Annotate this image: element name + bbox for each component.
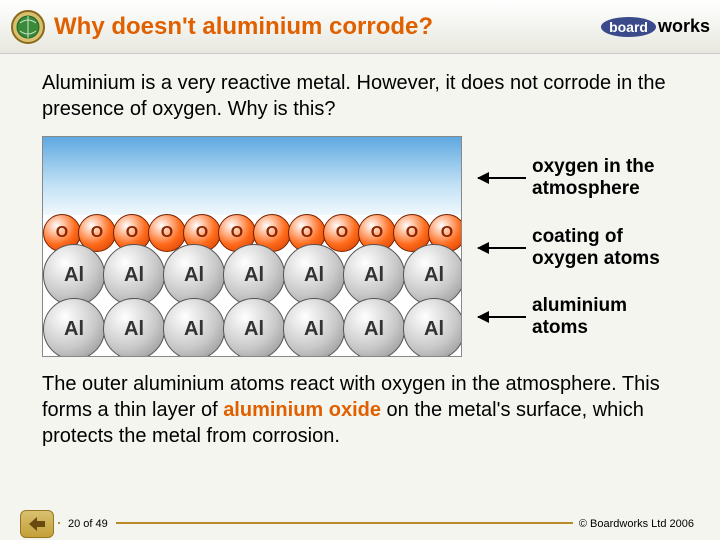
header-bar: Why doesn't aluminium corrode? boardwork… [0, 0, 720, 54]
diagram-row: OOOOOOOOOOOO AlAlAlAlAlAlAl AlAlAlAlAlAl… [42, 136, 678, 357]
aluminium-atom: Al [223, 298, 285, 356]
page-title: Why doesn't aluminium corrode? [54, 13, 601, 41]
aluminium-atom: Al [283, 298, 345, 356]
aluminium-atom: Al [403, 298, 461, 356]
aluminium-row-2: AlAlAlAlAlAlAl [43, 298, 461, 356]
sky-region [43, 137, 461, 215]
brand-logo: boardworks [601, 16, 710, 37]
diagram-labels: oxygen in the atmosphere coating of oxyg… [478, 136, 678, 339]
label-aluminium-atoms: aluminium atoms [478, 295, 678, 339]
intro-text: Aluminium is a very reactive metal. Howe… [42, 70, 678, 122]
arrow-icon [478, 316, 526, 318]
aluminium-atom: Al [343, 298, 405, 356]
globe-icon [10, 9, 46, 45]
aluminium-atom: Al [283, 244, 345, 306]
arrow-icon [478, 247, 526, 249]
aluminium-atom: Al [43, 244, 105, 306]
aluminium-atom: Al [163, 298, 225, 356]
label-text: aluminium atoms [532, 295, 678, 339]
aluminium-atom: Al [43, 298, 105, 356]
aluminium-atom: Al [343, 244, 405, 306]
aluminium-atom: Al [103, 244, 165, 306]
label-text: coating of oxygen atoms [532, 226, 678, 270]
aluminium-atom: Al [223, 244, 285, 306]
outro-highlight: aluminium oxide [223, 399, 381, 421]
label-text: oxygen in the atmosphere [532, 156, 678, 200]
content-area: Aluminium is a very reactive metal. Howe… [0, 54, 720, 459]
atom-diagram: OOOOOOOOOOOO AlAlAlAlAlAlAl AlAlAlAlAlAl… [42, 136, 462, 357]
logo-suffix: works [658, 16, 710, 37]
aluminium-atom: Al [103, 298, 165, 356]
aluminium-row-1: AlAlAlAlAlAlAl [43, 244, 461, 306]
label-oxygen-atmosphere: oxygen in the atmosphere [478, 156, 678, 200]
aluminium-atom: Al [163, 244, 225, 306]
arrow-icon [478, 177, 526, 179]
label-oxygen-coating: coating of oxygen atoms [478, 226, 678, 270]
logo-prefix: board [601, 17, 656, 37]
footer-bar: 20 of 49 © Boardworks Ltd 2006 [0, 508, 720, 540]
page-indicator: 20 of 49 [60, 518, 116, 530]
outro-text: The outer aluminium atoms react with oxy… [42, 371, 678, 449]
prev-button[interactable] [20, 510, 54, 538]
copyright-text: © Boardworks Ltd 2006 [573, 518, 700, 530]
aluminium-atom: Al [403, 244, 461, 306]
